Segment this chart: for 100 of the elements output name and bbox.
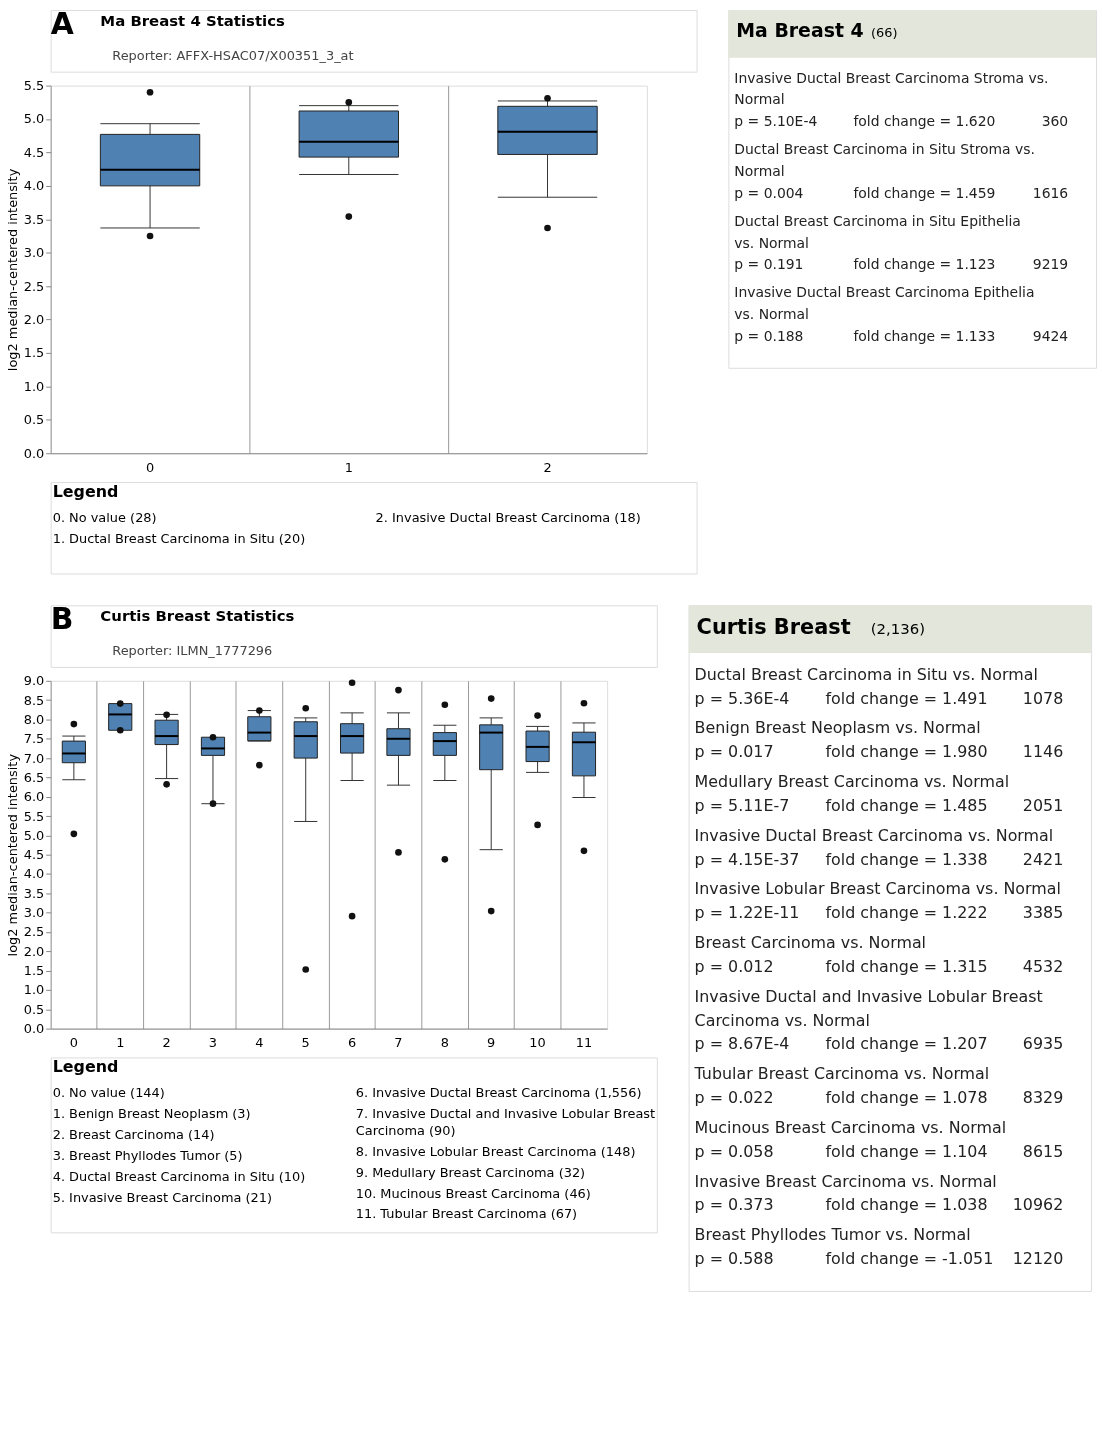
text: p = 4.15E-37 (694, 849, 800, 869)
text: p = 0.004 (734, 184, 804, 201)
y-tick-label: 6.5 (23, 769, 45, 785)
x-tick-label: 11 (575, 1034, 593, 1050)
y-tick-label: 2.0 (23, 312, 45, 328)
y-tick-label: 5.5 (23, 78, 45, 94)
text: 1146 (1022, 742, 1064, 762)
text: fold change = 1.980 (825, 742, 988, 762)
text: p = 0.191 (734, 256, 804, 273)
x-tick-label: 1 (116, 1034, 125, 1050)
text: fold change = 1.338 (825, 849, 988, 869)
text: fold change = 1.123 (853, 256, 996, 273)
text: fold change = 1.485 (825, 795, 988, 815)
y-tick-label: 3.5 (23, 211, 45, 227)
text: (2,136) (870, 620, 925, 639)
text: p = 0.017 (694, 742, 774, 762)
y-tick-label: 2.0 (23, 943, 45, 959)
text: p = 5.11E-7 (694, 795, 790, 815)
text: 10962 (1012, 1195, 1064, 1215)
y-tick-label: 5.0 (23, 827, 45, 843)
text: Breast Carcinoma vs. Normal (694, 933, 927, 953)
text: Invasive Breast Carcinoma vs. Normal (694, 1171, 997, 1191)
y-axis-title: log2 median-centered intensity (4, 753, 20, 957)
text: B (50, 601, 74, 637)
y-tick-label: 8.0 (23, 711, 45, 727)
y-tick-label: 4.0 (23, 178, 45, 194)
text: Medullary Breast Carcinoma vs. Normal (694, 772, 1010, 792)
y-axis-title: log2 median-centered intensity (4, 168, 20, 372)
x-tick-label: 6 (347, 1034, 357, 1050)
y-tick-label: 5.5 (23, 808, 45, 824)
y-tick-label: 9.0 (23, 673, 45, 689)
chart-subtitle: Reporter: AFFX-HSAC07/X00351_3_at (112, 47, 354, 63)
text: 2. Breast Carcinoma (14) (52, 1126, 215, 1142)
y-tick-label: 8.5 (23, 692, 45, 708)
text: fold change = 1.491 (825, 688, 988, 708)
x-tick-label: 0 (69, 1034, 78, 1050)
text: Tubular Breast Carcinoma vs. Normal (693, 1064, 990, 1084)
text: Mucinous Breast Carcinoma vs. Normal (694, 1117, 1007, 1137)
y-tick-label: 4.0 (23, 866, 45, 882)
x-tick-label: 0 (145, 459, 155, 475)
text: 8615 (1022, 1141, 1064, 1161)
x-tick-label: 5 (301, 1034, 310, 1050)
text: 3. Breast Phyllodes Tumor (5) (52, 1147, 243, 1163)
y-tick-label: 4.5 (23, 847, 45, 863)
text: fold change = 1.315 (825, 956, 988, 976)
y-tick-label: 7.5 (23, 731, 45, 747)
chart-subtitle: Reporter: ILMN_1777296 (112, 642, 273, 658)
text: 1. Benign Breast Neoplasm (3) (52, 1106, 251, 1122)
y-tick-label: 0.5 (23, 412, 45, 428)
text: p = 0.012 (694, 956, 774, 976)
text: p = 0.022 (694, 1088, 774, 1108)
text: (66) (871, 24, 898, 40)
text: 5. Invasive Breast Carcinoma (21) (52, 1189, 273, 1205)
text: 3385 (1022, 903, 1064, 923)
text: p = 0.373 (694, 1195, 774, 1215)
text: 6. Invasive Ductal Breast Carcinoma (1,556) (355, 1085, 642, 1101)
y-tick-label: 0.0 (23, 1021, 45, 1037)
x-tick-label: 4 (255, 1034, 264, 1050)
text: 12120 (1012, 1249, 1064, 1269)
x-tick-label: 10 (529, 1034, 546, 1050)
text: 0. No value (144) (52, 1085, 165, 1101)
text: fold change = -1.051 (825, 1249, 994, 1269)
y-tick-label: 7.0 (23, 750, 45, 766)
text: 9424 (1032, 327, 1069, 344)
text: Ma Breast 4 (736, 18, 864, 41)
text: Curtis Breast (696, 615, 851, 640)
text: 10. Mucinous Breast Carcinoma (46) (355, 1185, 591, 1201)
text: 4532 (1022, 956, 1064, 976)
text: fold change = 1.620 (853, 113, 996, 130)
legend-title: Legend (52, 1057, 119, 1077)
text: 7. Invasive Ductal and Invasive Lobular Breast Carcinoma (90) (355, 1106, 656, 1138)
text: 2. Invasive Ductal Breast Carcinoma (18) (375, 509, 641, 525)
y-tick-label: 2.5 (23, 278, 45, 294)
text: Ductal Breast Carcinoma in Situ vs. Normal (694, 664, 1038, 684)
x-tick-label: 8 (440, 1034, 449, 1050)
y-tick-label: 2.5 (23, 924, 45, 940)
text: A (50, 5, 74, 41)
text: 4. Ductal Breast Carcinoma in Situ (10) (52, 1168, 306, 1184)
x-tick-label: 7 (394, 1034, 403, 1050)
text: 9219 (1032, 256, 1069, 273)
text: fold change = 1.104 (825, 1141, 988, 1161)
text: 8329 (1022, 1088, 1064, 1108)
text: 2421 (1022, 849, 1064, 869)
y-tick-label: 0.5 (23, 1001, 45, 1017)
y-tick-label: 1.0 (23, 982, 45, 998)
y-tick-label: 5.0 (23, 111, 45, 127)
legend-title: Legend (52, 481, 119, 501)
x-tick-label: 2 (543, 459, 552, 475)
text: 9. Medullary Breast Carcinoma (32) (355, 1164, 586, 1180)
chart-title: Curtis Breast Statistics (100, 607, 295, 626)
chart-title: Ma Breast 4 Statistics (100, 11, 285, 30)
y-tick-label: 6.0 (23, 789, 45, 805)
text: Invasive Ductal Breast Carcinoma vs. Normal (694, 825, 1054, 845)
text: 11. Tubular Breast Carcinoma (67) (355, 1206, 578, 1222)
text: fold change = 1.078 (825, 1088, 988, 1108)
text: fold change = 1.038 (825, 1195, 988, 1215)
y-tick-label: 1.0 (23, 378, 45, 394)
x-tick-label: 9 (487, 1034, 496, 1050)
text: Benign Breast Neoplasm vs. Normal (694, 718, 981, 738)
text: 0. No value (28) (52, 509, 157, 525)
